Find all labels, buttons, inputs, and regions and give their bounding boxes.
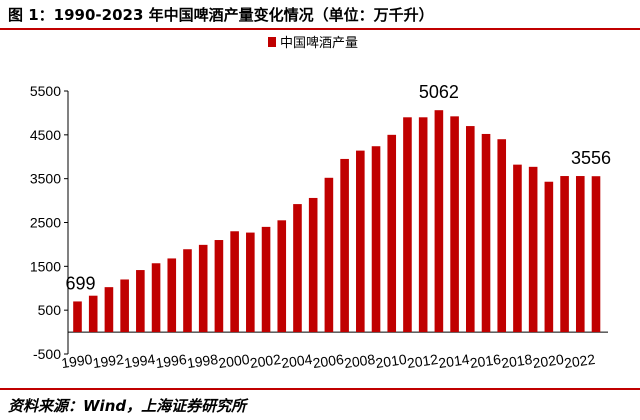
bar bbox=[246, 232, 255, 333]
bar bbox=[167, 258, 177, 333]
bar bbox=[544, 181, 554, 333]
bar bbox=[418, 117, 428, 333]
y-tick-label: -500 bbox=[33, 346, 61, 362]
y-tick-label: 2500 bbox=[30, 215, 61, 231]
legend-swatch bbox=[268, 37, 276, 47]
data-label: 5062 bbox=[419, 82, 459, 102]
title-bar: 图 1：1990-2023 年中国啤酒产量变化情况（单位：万千升） bbox=[0, 0, 640, 30]
x-tick-label: 2004 bbox=[280, 351, 313, 371]
data-label: 3556 bbox=[571, 148, 611, 168]
bar bbox=[73, 301, 82, 333]
bar bbox=[308, 197, 318, 333]
bar bbox=[230, 231, 239, 333]
x-tick-label: 1992 bbox=[92, 351, 125, 371]
bar bbox=[120, 279, 129, 333]
footer: 资料来源：Wind，上海证券研究所 bbox=[0, 388, 640, 420]
x-tick-label: 1990 bbox=[60, 351, 93, 371]
chart-area: -500 500 1500 2500 3500 4500 5500 1990 1992 1994 1… bbox=[0, 30, 640, 390]
bar bbox=[136, 270, 145, 333]
x-tick-label: 2012 bbox=[406, 351, 439, 371]
bar bbox=[528, 166, 538, 333]
bar bbox=[324, 177, 334, 333]
x-tick-label: 2016 bbox=[469, 351, 502, 371]
bar bbox=[387, 134, 397, 333]
y-tick-label: 5500 bbox=[30, 83, 61, 99]
bar bbox=[575, 176, 585, 333]
bar bbox=[481, 133, 491, 333]
legend-label: 中国啤酒产量 bbox=[280, 35, 358, 50]
bar bbox=[560, 176, 569, 333]
x-tick-label: 1998 bbox=[186, 351, 219, 371]
bar bbox=[371, 146, 381, 333]
y-tick-label: 3500 bbox=[30, 171, 61, 187]
beer-production-chart: -500500150025003500450055001990199219941… bbox=[30, 35, 611, 371]
bar bbox=[356, 150, 365, 333]
source-note: 资料来源：Wind，上海证券研究所 bbox=[8, 397, 247, 415]
bar bbox=[466, 126, 475, 333]
y-tick-label: 500 bbox=[38, 302, 62, 318]
y-tick-label: 4500 bbox=[30, 127, 61, 143]
y-tick-label: 1500 bbox=[30, 258, 61, 274]
bar bbox=[340, 158, 349, 333]
bar bbox=[88, 295, 98, 333]
chart-title: 图 1：1990-2023 年中国啤酒产量变化情况（单位：万千升） bbox=[8, 6, 434, 24]
bar bbox=[277, 220, 287, 333]
x-tick-label: 2014 bbox=[437, 351, 470, 371]
bar bbox=[497, 139, 507, 333]
x-tick-label: 1994 bbox=[123, 351, 156, 371]
x-tick-label: 2006 bbox=[312, 351, 345, 371]
x-tick-label: 1996 bbox=[155, 351, 188, 371]
bar bbox=[183, 249, 192, 333]
x-tick-label: 2008 bbox=[343, 351, 376, 371]
data-label: 699 bbox=[66, 273, 96, 293]
bar bbox=[434, 110, 444, 333]
x-tick-label: 2022 bbox=[563, 351, 596, 371]
x-tick-label: 2002 bbox=[249, 351, 282, 371]
bar bbox=[591, 176, 601, 333]
bar bbox=[151, 263, 161, 333]
bar bbox=[450, 116, 459, 333]
x-tick-label: 2020 bbox=[532, 351, 565, 371]
bar bbox=[403, 117, 412, 333]
bar bbox=[293, 204, 302, 333]
bar bbox=[261, 226, 271, 333]
bar bbox=[198, 244, 208, 333]
bar bbox=[513, 164, 522, 333]
x-tick-label: 2018 bbox=[500, 351, 533, 371]
x-tick-label: 2000 bbox=[217, 351, 250, 371]
bar bbox=[214, 240, 224, 333]
x-tick-label: 2010 bbox=[375, 351, 408, 371]
bar bbox=[104, 287, 114, 333]
